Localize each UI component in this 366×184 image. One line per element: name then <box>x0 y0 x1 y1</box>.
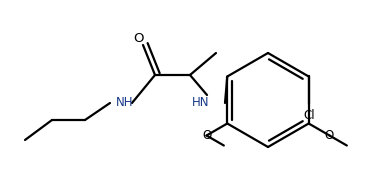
Text: O: O <box>134 31 144 45</box>
Text: O: O <box>202 129 211 142</box>
Text: HN: HN <box>191 96 209 109</box>
Text: O: O <box>325 129 334 142</box>
Text: NH: NH <box>116 96 134 109</box>
Text: Cl: Cl <box>303 109 314 123</box>
